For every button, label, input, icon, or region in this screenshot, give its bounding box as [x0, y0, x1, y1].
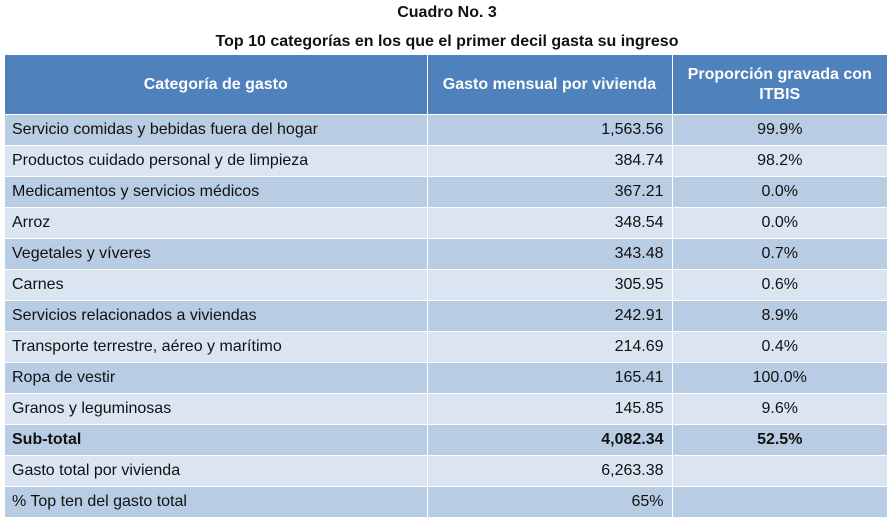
- table-row: Ropa de vestir 165.41 100.0%: [5, 362, 887, 394]
- table-row: Vegetales y víveres 343.48 0.7%: [5, 238, 887, 270]
- table-number: Cuadro No. 3: [397, 4, 497, 21]
- total-spend: 6,263.38: [427, 455, 673, 487]
- row-spend: 384.74: [427, 145, 673, 177]
- table-row: Servicio comidas y bebidas fuera del hog…: [5, 114, 887, 146]
- table-row: Productos cuidado personal y de limpieza…: [5, 145, 887, 177]
- total-label: Gasto total por vivienda: [5, 455, 428, 487]
- expense-table: Categoría de gasto Gasto mensual por viv…: [5, 55, 887, 517]
- row-spend: 343.48: [427, 238, 673, 270]
- row-category: Productos cuidado personal y de limpieza: [5, 145, 428, 177]
- table-row: Transporte terrestre, aéreo y marítimo 2…: [5, 331, 887, 363]
- table-row: Medicamentos y servicios médicos 367.21 …: [5, 176, 887, 208]
- row-spend: 214.69: [427, 331, 673, 363]
- row-category: Arroz: [5, 207, 428, 239]
- row-share: 0.6%: [672, 269, 887, 301]
- top-ten-pct-label: % Top ten del gasto total: [5, 486, 428, 517]
- row-spend: 145.85: [427, 393, 673, 425]
- row-share: 99.9%: [672, 114, 887, 146]
- row-share: 98.2%: [672, 145, 887, 177]
- subtotal-share: 52.5%: [672, 424, 887, 456]
- table-header-row: Categoría de gasto Gasto mensual por viv…: [5, 55, 887, 115]
- row-share: 0.0%: [672, 207, 887, 239]
- row-spend: 242.91: [427, 300, 673, 332]
- row-category: Granos y leguminosas: [5, 393, 428, 425]
- row-share: 0.7%: [672, 238, 887, 270]
- total-row: Gasto total por vivienda 6,263.38: [5, 455, 887, 487]
- header-itbis-share: Proporción gravada con ITBIS: [672, 55, 887, 115]
- row-spend: 1,563.56: [427, 114, 673, 146]
- subtotal-spend: 4,082.34: [427, 424, 673, 456]
- row-share: 0.0%: [672, 176, 887, 208]
- table-row: Arroz 348.54 0.0%: [5, 207, 887, 239]
- row-category: Transporte terrestre, aéreo y marítimo: [5, 331, 428, 363]
- row-category: Medicamentos y servicios médicos: [5, 176, 428, 208]
- subtotal-row: Sub-total 4,082.34 52.5%: [5, 424, 887, 456]
- row-category: Servicio comidas y bebidas fuera del hog…: [5, 114, 428, 146]
- row-category: Ropa de vestir: [5, 362, 428, 394]
- header-category: Categoría de gasto: [5, 55, 428, 115]
- top-ten-pct-value: 65%: [427, 486, 673, 517]
- table-title: Top 10 categorías en los que el primer d…: [215, 33, 679, 50]
- row-spend: 348.54: [427, 207, 673, 239]
- top-ten-pct-share: [672, 486, 887, 517]
- table-row: Servicios relacionados a viviendas 242.9…: [5, 300, 887, 332]
- total-share: [672, 455, 887, 487]
- row-category: Carnes: [5, 269, 428, 301]
- row-share: 0.4%: [672, 331, 887, 363]
- row-category: Servicios relacionados a viviendas: [5, 300, 428, 332]
- top-ten-pct-row: % Top ten del gasto total 65%: [5, 486, 887, 517]
- subtotal-label: Sub-total: [5, 424, 428, 456]
- row-category: Vegetales y víveres: [5, 238, 428, 270]
- table-row: Granos y leguminosas 145.85 9.6%: [5, 393, 887, 425]
- row-spend: 165.41: [427, 362, 673, 394]
- row-spend: 305.95: [427, 269, 673, 301]
- header-monthly-spend: Gasto mensual por vivienda: [427, 55, 673, 115]
- table-row: Carnes 305.95 0.6%: [5, 269, 887, 301]
- row-share: 100.0%: [672, 362, 887, 394]
- row-share: 8.9%: [672, 300, 887, 332]
- row-share: 9.6%: [672, 393, 887, 425]
- row-spend: 367.21: [427, 176, 673, 208]
